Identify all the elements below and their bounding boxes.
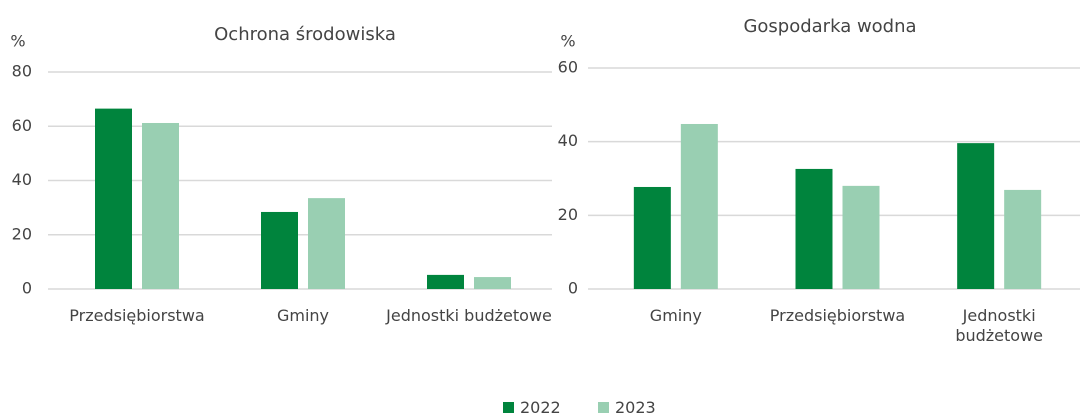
chart-title: Gospodarka wodna (743, 16, 916, 37)
x-tick-label: Gminy (649, 306, 702, 325)
x-tick-label: Jednostki budżetowe (386, 306, 552, 325)
x-tick-label: Przedsiębiorstwa (69, 306, 205, 325)
legend-swatch (503, 402, 514, 413)
bar (261, 211, 298, 289)
y-axis-label: % (560, 32, 575, 51)
legend-item: 2022 (503, 398, 561, 417)
x-tick-label: Gminy (276, 306, 330, 325)
bar (427, 274, 464, 289)
y-tick-label: 0 (568, 279, 578, 298)
y-axis-label: % (10, 32, 25, 51)
legend-item: 2023 (598, 398, 656, 417)
y-tick-label: 60 (558, 58, 578, 77)
bar (1004, 189, 1042, 289)
bar (474, 277, 511, 289)
y-tick-label: 40 (12, 170, 32, 189)
legend-label: 2023 (615, 398, 656, 417)
bar (142, 122, 179, 290)
y-tick-label: 40 (558, 131, 578, 150)
bar (957, 143, 995, 289)
bar (308, 198, 345, 289)
bar (795, 168, 833, 289)
legend-swatch (598, 402, 609, 413)
x-tick-label: Jednostki budżetowe (955, 306, 1043, 345)
y-tick-label: 60 (12, 116, 32, 135)
y-tick-label: 80 (12, 62, 32, 81)
bar (842, 185, 880, 289)
y-tick-label: 20 (558, 205, 578, 224)
y-tick-label: 0 (22, 279, 32, 298)
x-tick-label: Przedsiębiorstwa (769, 306, 906, 325)
bar (633, 186, 671, 289)
y-tick-label: 20 (12, 224, 32, 243)
chart-title: Ochrona środowiska (214, 24, 396, 45)
legend-label: 2022 (520, 398, 561, 417)
bar (680, 123, 718, 289)
bar (95, 108, 132, 290)
